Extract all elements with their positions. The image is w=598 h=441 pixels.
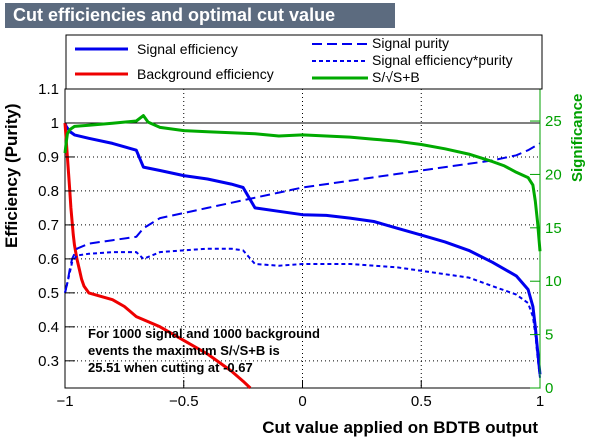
right-tick-label-1: 5 xyxy=(545,327,553,344)
y-tick-label-4: 0.7 xyxy=(38,217,59,234)
y-tick-label-8: 1.1 xyxy=(38,81,59,98)
right-tick-label-0: 0 xyxy=(545,380,553,397)
x-axis-label: Cut value applied on BDTB output xyxy=(262,418,538,437)
annotation-line-2: events the maximum S/√S+B is xyxy=(88,343,280,358)
series-line-4 xyxy=(63,114,542,252)
legend-label-signal-efficiency: Signal efficiency xyxy=(137,41,238,57)
series-line-2 xyxy=(64,142,541,294)
series-layer xyxy=(63,114,542,390)
chart-title: Cut efficiencies and optimal cut value xyxy=(5,3,395,28)
right-axis-label: Significance xyxy=(569,94,586,182)
y-tick-label-6: 0.9 xyxy=(38,149,59,166)
legend: Signal efficiency Background efficiency … xyxy=(65,34,543,90)
annotation-line-1: For 1000 signal and 1000 background xyxy=(88,326,320,341)
y-axis-left: 0.3 0.4 0.5 0.6 0.7 0.8 0.9 1 1.1 xyxy=(38,81,75,370)
series-line-0 xyxy=(63,122,542,375)
series-line-1 xyxy=(63,122,252,390)
x-tick-label-3: 0.5 xyxy=(411,393,432,410)
annotation: For 1000 signal and 1000 background even… xyxy=(88,326,320,375)
x-tick-label-4: 1 xyxy=(536,393,544,410)
legend-label-background-efficiency: Background efficiency xyxy=(137,66,274,82)
x-tick-label-1: −0.5 xyxy=(169,393,199,410)
y-tick-label-7: 1 xyxy=(51,115,59,132)
legend-label-significance: S/√S+B xyxy=(372,69,420,85)
right-tick-label-3: 15 xyxy=(545,220,562,237)
y-tick-label-1: 0.4 xyxy=(38,319,59,336)
x-tick-label-0: −1 xyxy=(56,393,73,410)
x-tick-label-2: 0 xyxy=(298,393,306,410)
right-tick-label-4: 20 xyxy=(545,166,562,183)
x-axis: −1 −0.5 0 0.5 1 xyxy=(56,380,544,410)
series-line-3 xyxy=(64,247,541,378)
y-tick-label-2: 0.5 xyxy=(38,285,59,302)
y-axis-label: Efficiency (Purity) xyxy=(2,103,21,248)
y-tick-label-3: 0.6 xyxy=(38,251,59,268)
annotation-line-3: 25.51 when cutting at -0.67 xyxy=(88,360,253,375)
legend-label-signal-purity: Signal purity xyxy=(372,35,449,51)
y-tick-label-0: 0.3 xyxy=(38,353,59,370)
y-tick-label-5: 0.8 xyxy=(38,183,59,200)
right-tick-label-2: 10 xyxy=(545,273,562,290)
y-axis-right: 0 5 10 15 20 25 xyxy=(530,89,562,397)
legend-label-signal-efficiency-purity: Signal efficiency*purity xyxy=(372,52,513,68)
legend-box xyxy=(65,34,543,90)
right-tick-label-5: 25 xyxy=(545,113,562,130)
